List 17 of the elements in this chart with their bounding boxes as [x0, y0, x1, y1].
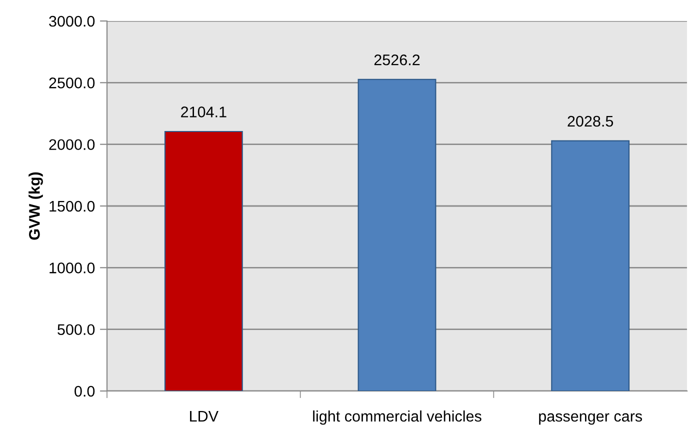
y-tick-label: 3000.0: [49, 16, 95, 27]
bar: [551, 140, 630, 391]
y-tick-label: 500.0: [58, 324, 95, 336]
data-label: 2526.2: [374, 54, 420, 66]
data-label: 2028.5: [568, 116, 614, 127]
y-axis-title: GVW (kg): [28, 172, 43, 240]
y-tick-label: 2500.0: [49, 78, 95, 88]
x-tick-label: LDV: [190, 411, 218, 422]
x-tick-label: light commercial vehicles: [313, 410, 482, 425]
y-tick-label: 1500.0: [50, 200, 95, 212]
data-label: 2104.1: [181, 106, 226, 118]
y-tick-label: 2000.0: [49, 139, 95, 150]
x-tick-label: passenger cars: [539, 413, 642, 425]
bar: [164, 130, 243, 391]
bar: [358, 78, 436, 391]
y-tick-label: 0.0: [74, 386, 95, 397]
y-tick-label: 1000.0: [50, 262, 95, 274]
